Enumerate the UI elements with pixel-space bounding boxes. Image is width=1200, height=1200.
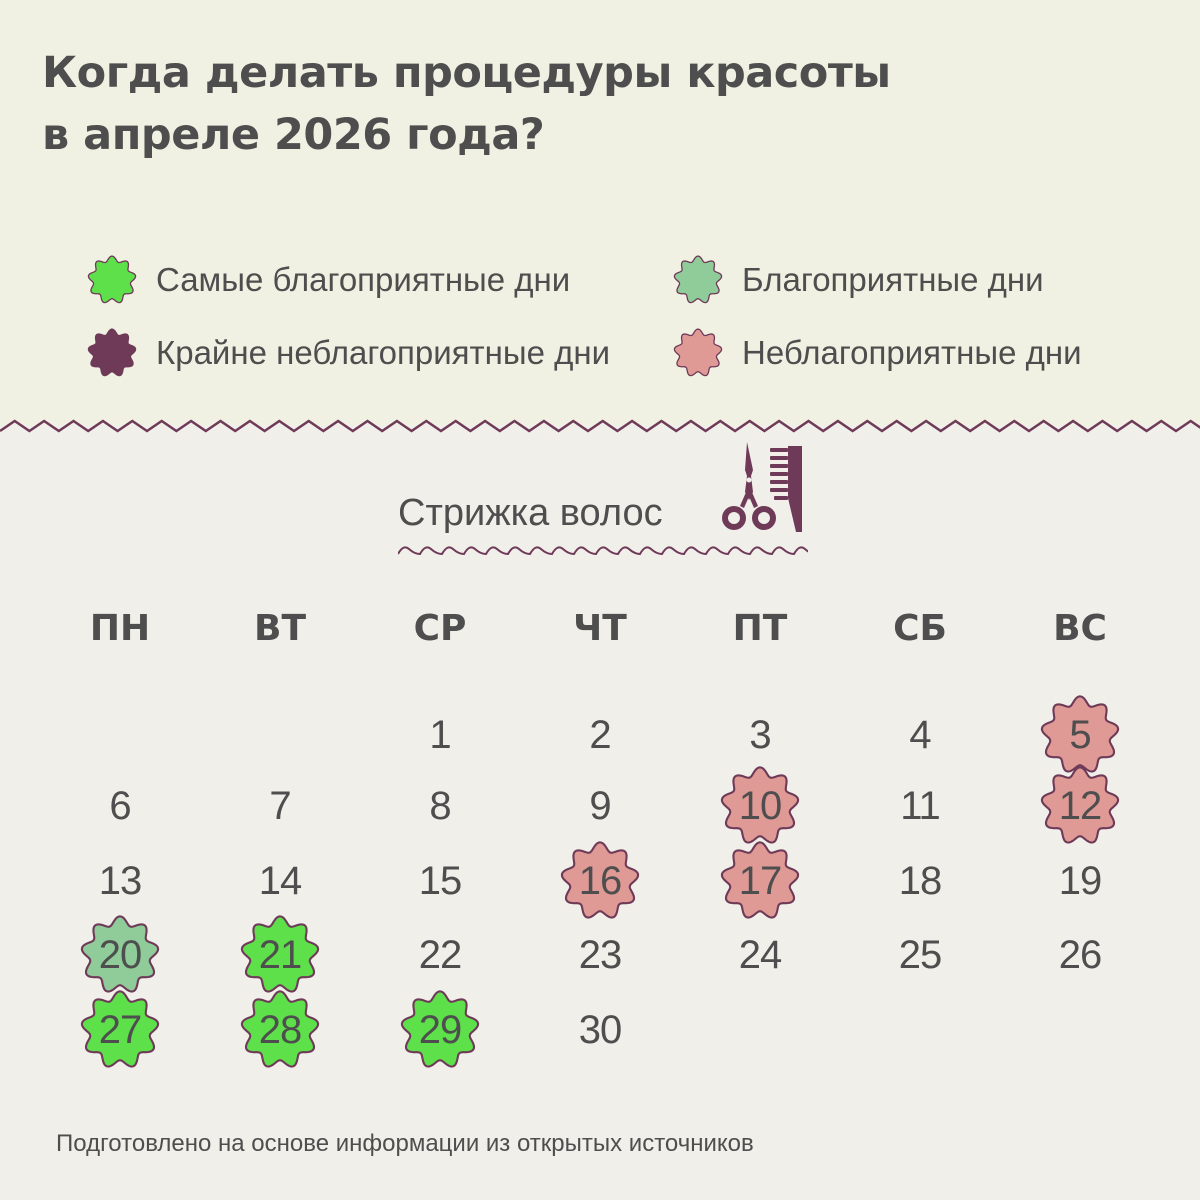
calendar-day-12: 12: [1038, 764, 1122, 848]
page-title-line-2: в апреле 2026 года?: [42, 110, 545, 160]
header-panel: [0, 0, 1200, 425]
day-number: 30: [578, 1007, 622, 1052]
day-number: 27: [98, 1007, 142, 1052]
legend-label: Благоприятные дни: [742, 261, 1044, 298]
day-number: 21: [258, 932, 302, 977]
day-number: 5: [1069, 712, 1091, 757]
legend-item-good: Благоприятные дни: [672, 255, 1044, 305]
calendar-day-28: 28: [238, 988, 322, 1072]
day-number: 4: [909, 712, 931, 757]
weekday-label: СБ: [893, 608, 947, 649]
day-number: 28: [258, 1007, 302, 1052]
calendar-day-22: 22: [398, 913, 482, 997]
legend-label: Неблагоприятные дни: [742, 334, 1082, 371]
calendar-day-7: 7: [238, 764, 322, 848]
flower-badge-icon: [672, 327, 742, 379]
calendar-day-11: 11: [878, 764, 962, 848]
source-note: Подготовлено на основе информации из отк…: [56, 1130, 754, 1157]
day-number: 2: [589, 712, 611, 757]
day-number: 7: [269, 783, 291, 828]
weekday-label: ЧТ: [573, 608, 627, 649]
calendar-day-5: 5: [1038, 693, 1122, 777]
page-title: Когда делать процедуры красоты в апреле …: [42, 42, 891, 166]
calendar-day-21: 21: [238, 913, 322, 997]
legend-item-bad: Неблагоприятные дни: [672, 328, 1082, 378]
day-number: 23: [578, 932, 622, 977]
day-number: 16: [578, 858, 622, 903]
calendar-day-26: 26: [1038, 913, 1122, 997]
day-number: 14: [258, 858, 302, 903]
flower-badge-icon: [78, 913, 162, 997]
calendar-day-8: 8: [398, 764, 482, 848]
day-number: 17: [738, 858, 782, 903]
flower-badge-icon: [86, 254, 156, 306]
calendar-day-25: 25: [878, 913, 962, 997]
flower-badge-icon: [238, 913, 322, 997]
legend-label: Крайне неблагоприятные дни: [156, 334, 611, 371]
day-number: 20: [98, 932, 142, 977]
day-number: 29: [418, 1007, 462, 1052]
legend-item-worst: Крайне неблагоприятные дни: [86, 328, 610, 378]
day-number: 9: [589, 783, 611, 828]
legend-item-best: Самые благоприятные дни: [86, 255, 570, 305]
calendar-day-1: 1: [398, 693, 482, 777]
day-number: 8: [429, 783, 451, 828]
weekday-label: ВТ: [254, 608, 306, 649]
weekday-label: ВС: [1053, 608, 1107, 649]
calendar-day-19: 19: [1038, 839, 1122, 923]
flower-badge-icon: [718, 764, 802, 848]
flower-badge-icon: [78, 988, 162, 1072]
day-number: 10: [738, 783, 782, 828]
legend-label: Самые благоприятные дни: [156, 261, 571, 298]
calendar-day-2: 2: [558, 693, 642, 777]
day-number: 26: [1058, 932, 1102, 977]
flower-badge-icon: [1038, 693, 1122, 777]
calendar-day-17: 17: [718, 839, 802, 923]
calendar-day-13: 13: [78, 839, 162, 923]
flower-badge-icon: [398, 988, 482, 1072]
day-number: 25: [898, 932, 942, 977]
flower-badge-icon: [718, 839, 802, 923]
wavy-divider: [0, 419, 1200, 433]
calendar-day-15: 15: [398, 839, 482, 923]
calendar-day-10: 10: [718, 764, 802, 848]
flower-badge-icon: [1038, 764, 1122, 848]
calendar-day-16: 16: [558, 839, 642, 923]
calendar-panel: [0, 425, 1200, 1200]
day-number: 18: [898, 858, 942, 903]
flower-badge-icon: [238, 988, 322, 1072]
calendar-day-29: 29: [398, 988, 482, 1072]
calendar-day-24: 24: [718, 913, 802, 997]
day-number: 6: [109, 783, 131, 828]
page-title-line-1: Когда делать процедуры красоты: [42, 48, 891, 98]
calendar-day-20: 20: [78, 913, 162, 997]
calendar-day-27: 27: [78, 988, 162, 1072]
section-title: Стрижка волос: [398, 492, 663, 534]
calendar-day-9: 9: [558, 764, 642, 848]
weekday-label: ПТ: [732, 608, 788, 649]
day-number: 15: [418, 858, 462, 903]
day-number: 13: [98, 858, 142, 903]
day-number: 1: [429, 712, 451, 757]
calendar-day-18: 18: [878, 839, 962, 923]
section-wavy-underline: [398, 546, 808, 556]
scissors-comb-icon: [722, 442, 802, 532]
day-number: 24: [738, 932, 782, 977]
weekday-label: СР: [413, 608, 467, 649]
weekday-label: ПН: [89, 608, 151, 649]
calendar-day-30: 30: [558, 988, 642, 1072]
calendar-day-6: 6: [78, 764, 162, 848]
calendar-day-14: 14: [238, 839, 322, 923]
calendar-day-23: 23: [558, 913, 642, 997]
flower-badge-icon: [86, 327, 156, 379]
calendar-day-4: 4: [878, 693, 962, 777]
day-number: 12: [1058, 783, 1102, 828]
day-number: 11: [900, 783, 941, 828]
flower-badge-icon: [672, 254, 742, 306]
calendar-day-3: 3: [718, 693, 802, 777]
day-number: 22: [418, 932, 462, 977]
day-number: 3: [749, 712, 771, 757]
flower-badge-icon: [558, 839, 642, 923]
day-number: 19: [1058, 858, 1102, 903]
